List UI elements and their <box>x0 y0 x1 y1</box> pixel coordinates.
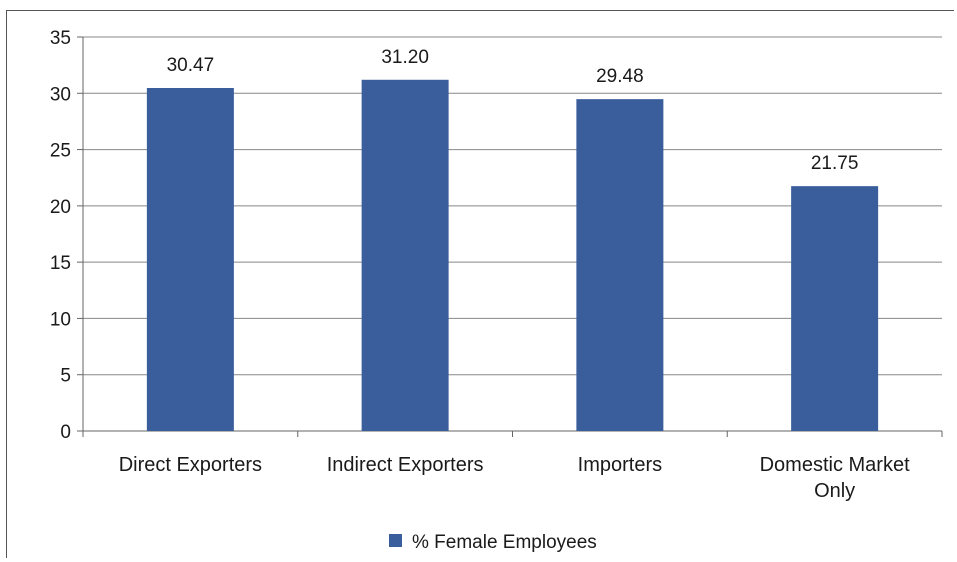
x-category-label: Direct Exporters <box>119 454 262 476</box>
legend: % Female Employees <box>389 532 597 553</box>
bar <box>791 186 879 431</box>
legend-label: % Female Employees <box>412 532 597 553</box>
y-tick-label: 15 <box>50 253 71 274</box>
data-label: 31.20 <box>381 47 429 68</box>
y-axis: 0 5 10 15 20 25 30 35 <box>50 28 84 443</box>
data-label: 29.48 <box>596 66 644 87</box>
x-axis: Direct Exporters Indirect Exporters Import… <box>82 430 943 502</box>
x-category-label: Indirect Exporters <box>327 454 484 476</box>
legend-swatch <box>389 534 402 547</box>
y-tick-label: 20 <box>50 197 71 218</box>
x-category-label: Domestic Market Only <box>760 454 910 502</box>
y-tick-label: 30 <box>50 84 71 105</box>
data-labels: 30.47 31.20 29.48 21.75 <box>167 47 859 174</box>
bar <box>576 99 664 431</box>
y-tick-label: 25 <box>50 141 71 162</box>
bars <box>146 79 879 431</box>
chart-frame <box>6 10 954 558</box>
y-tick-label: 0 <box>60 422 71 443</box>
y-tick-label: 5 <box>60 366 71 387</box>
bar <box>146 87 234 431</box>
y-tick-label: 35 <box>50 28 71 49</box>
data-label: 21.75 <box>811 153 859 174</box>
x-category-label: Importers <box>578 454 662 476</box>
bar <box>361 79 449 431</box>
data-label: 30.47 <box>167 55 215 76</box>
y-tick-label: 10 <box>50 309 71 330</box>
